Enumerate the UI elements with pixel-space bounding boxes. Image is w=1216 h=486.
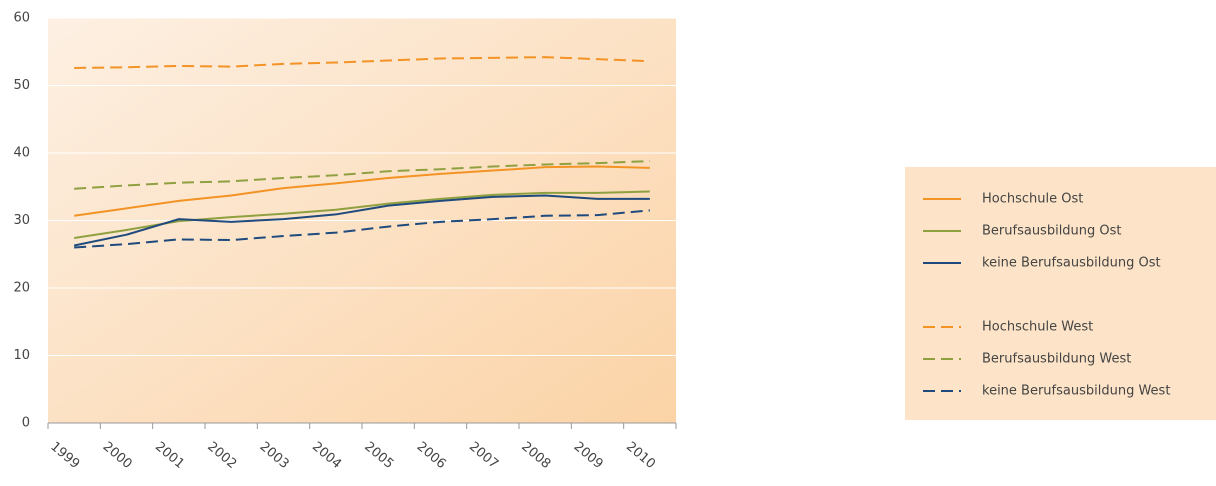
x-tick-label: 2004	[309, 439, 344, 472]
x-tick-label: 2005	[361, 439, 396, 472]
legend-label: Hochschule West	[982, 320, 1093, 335]
legend-box	[905, 167, 1216, 420]
line-series	[74, 165, 650, 217]
x-tick-label: 2007	[466, 439, 501, 472]
x-tick-label: 2000	[100, 439, 135, 472]
x-tick-label: 2008	[518, 439, 553, 472]
x-tick-label: 2001	[152, 439, 187, 472]
x-tick-label: 2009	[571, 439, 606, 472]
line-series	[74, 56, 650, 69]
y-tick-label: 0	[22, 416, 30, 431]
x-tick-label: 2010	[623, 439, 658, 472]
x-tick-label: 2006	[414, 439, 449, 472]
y-tick-label: 40	[13, 146, 30, 161]
legend-label: Hochschule Ost	[982, 192, 1083, 207]
x-tick-label: 2002	[204, 439, 239, 472]
y-tick-label: 50	[13, 78, 30, 93]
x-tick-label: 1999	[47, 439, 82, 472]
y-tick-label: 60	[13, 11, 30, 26]
y-tick-label: 30	[13, 213, 30, 228]
y-tick-label: 20	[13, 281, 30, 296]
y-tick-label: 10	[13, 348, 30, 363]
x-tick-label: 2003	[257, 439, 292, 472]
line-series	[73, 194, 650, 247]
legend-label: Berufsausbildung Ost	[982, 224, 1122, 239]
legend-label: Berufsausbildung West	[982, 352, 1131, 367]
line-series	[74, 209, 650, 249]
legend-label: keine Berufsausbildung West	[982, 384, 1170, 399]
legend-label: keine Berufsausbildung Ost	[982, 256, 1161, 271]
line-series	[74, 160, 650, 190]
